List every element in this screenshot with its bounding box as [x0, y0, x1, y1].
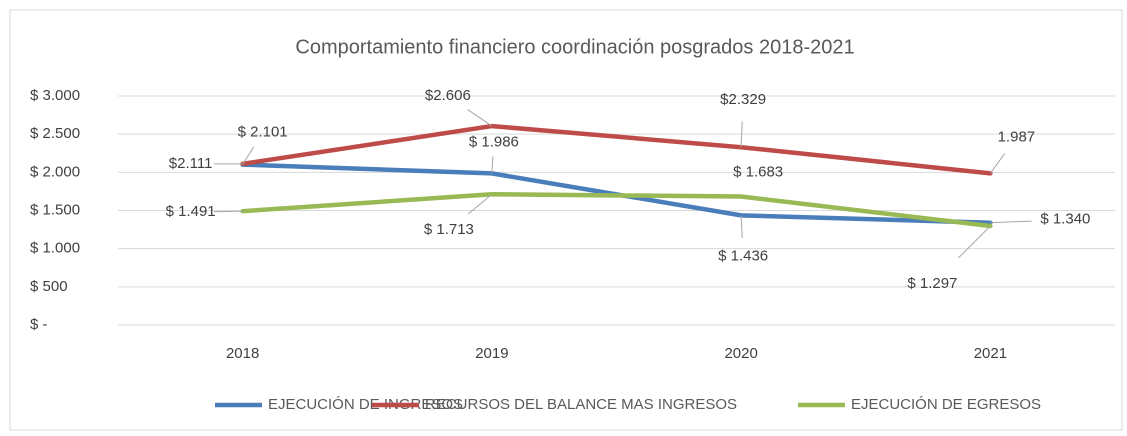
legend-label: RECURSOS DEL BALANCE MAS INGRESOS: [425, 396, 737, 413]
data-label: 1.987: [998, 128, 1036, 145]
x-tick-label: 2020: [724, 345, 757, 362]
data-label: $2.111: [169, 155, 213, 172]
leader-line: [958, 225, 991, 259]
y-tick-label: $ 3.000: [30, 87, 80, 104]
data-label: $ 2.101: [238, 124, 288, 141]
leader-line: [989, 153, 1006, 174]
data-label: $2.329: [720, 91, 766, 108]
data-label: $ 1.986: [469, 133, 519, 150]
data-label: $ 1.713: [424, 221, 474, 238]
data-label: $ 1.683: [733, 163, 783, 180]
leader-line: [214, 210, 243, 213]
leader-line: [467, 109, 493, 127]
y-tick-label: $ 1.500: [30, 201, 80, 218]
x-tick-label: 2021: [974, 345, 1007, 362]
legend-label: EJECUCIÓN DE EGRESOS: [851, 396, 1041, 413]
data-label: $ 1.340: [1040, 211, 1090, 228]
data-label: $ 1.491: [166, 203, 216, 220]
line-series: [240, 191, 993, 229]
leader-line: [740, 215, 743, 238]
leader-line: [491, 156, 494, 174]
y-tick-label: $ 2.500: [30, 125, 80, 142]
data-label: $ 1.297: [907, 275, 957, 292]
leader-line: [467, 193, 493, 215]
x-tick-label: 2019: [475, 345, 508, 362]
data-label: $ 1.436: [718, 247, 768, 264]
y-tick-label: $ 1.000: [30, 240, 80, 257]
data-label: $2.606: [425, 87, 471, 104]
x-tick-label: 2018: [226, 345, 259, 362]
leader-line: [740, 121, 743, 148]
leader-line: [242, 146, 255, 165]
y-tick-label: $ 2.000: [30, 163, 80, 180]
leader-line: [990, 220, 1032, 224]
chart-title: Comportamiento financiero coordinación p…: [295, 36, 854, 58]
legend-label: EJECUCIÓN DE INGRESOS: [268, 396, 463, 413]
y-tick-label: $ 500: [30, 278, 68, 295]
line-series: [240, 123, 993, 176]
y-tick-label: $ -: [30, 316, 48, 333]
